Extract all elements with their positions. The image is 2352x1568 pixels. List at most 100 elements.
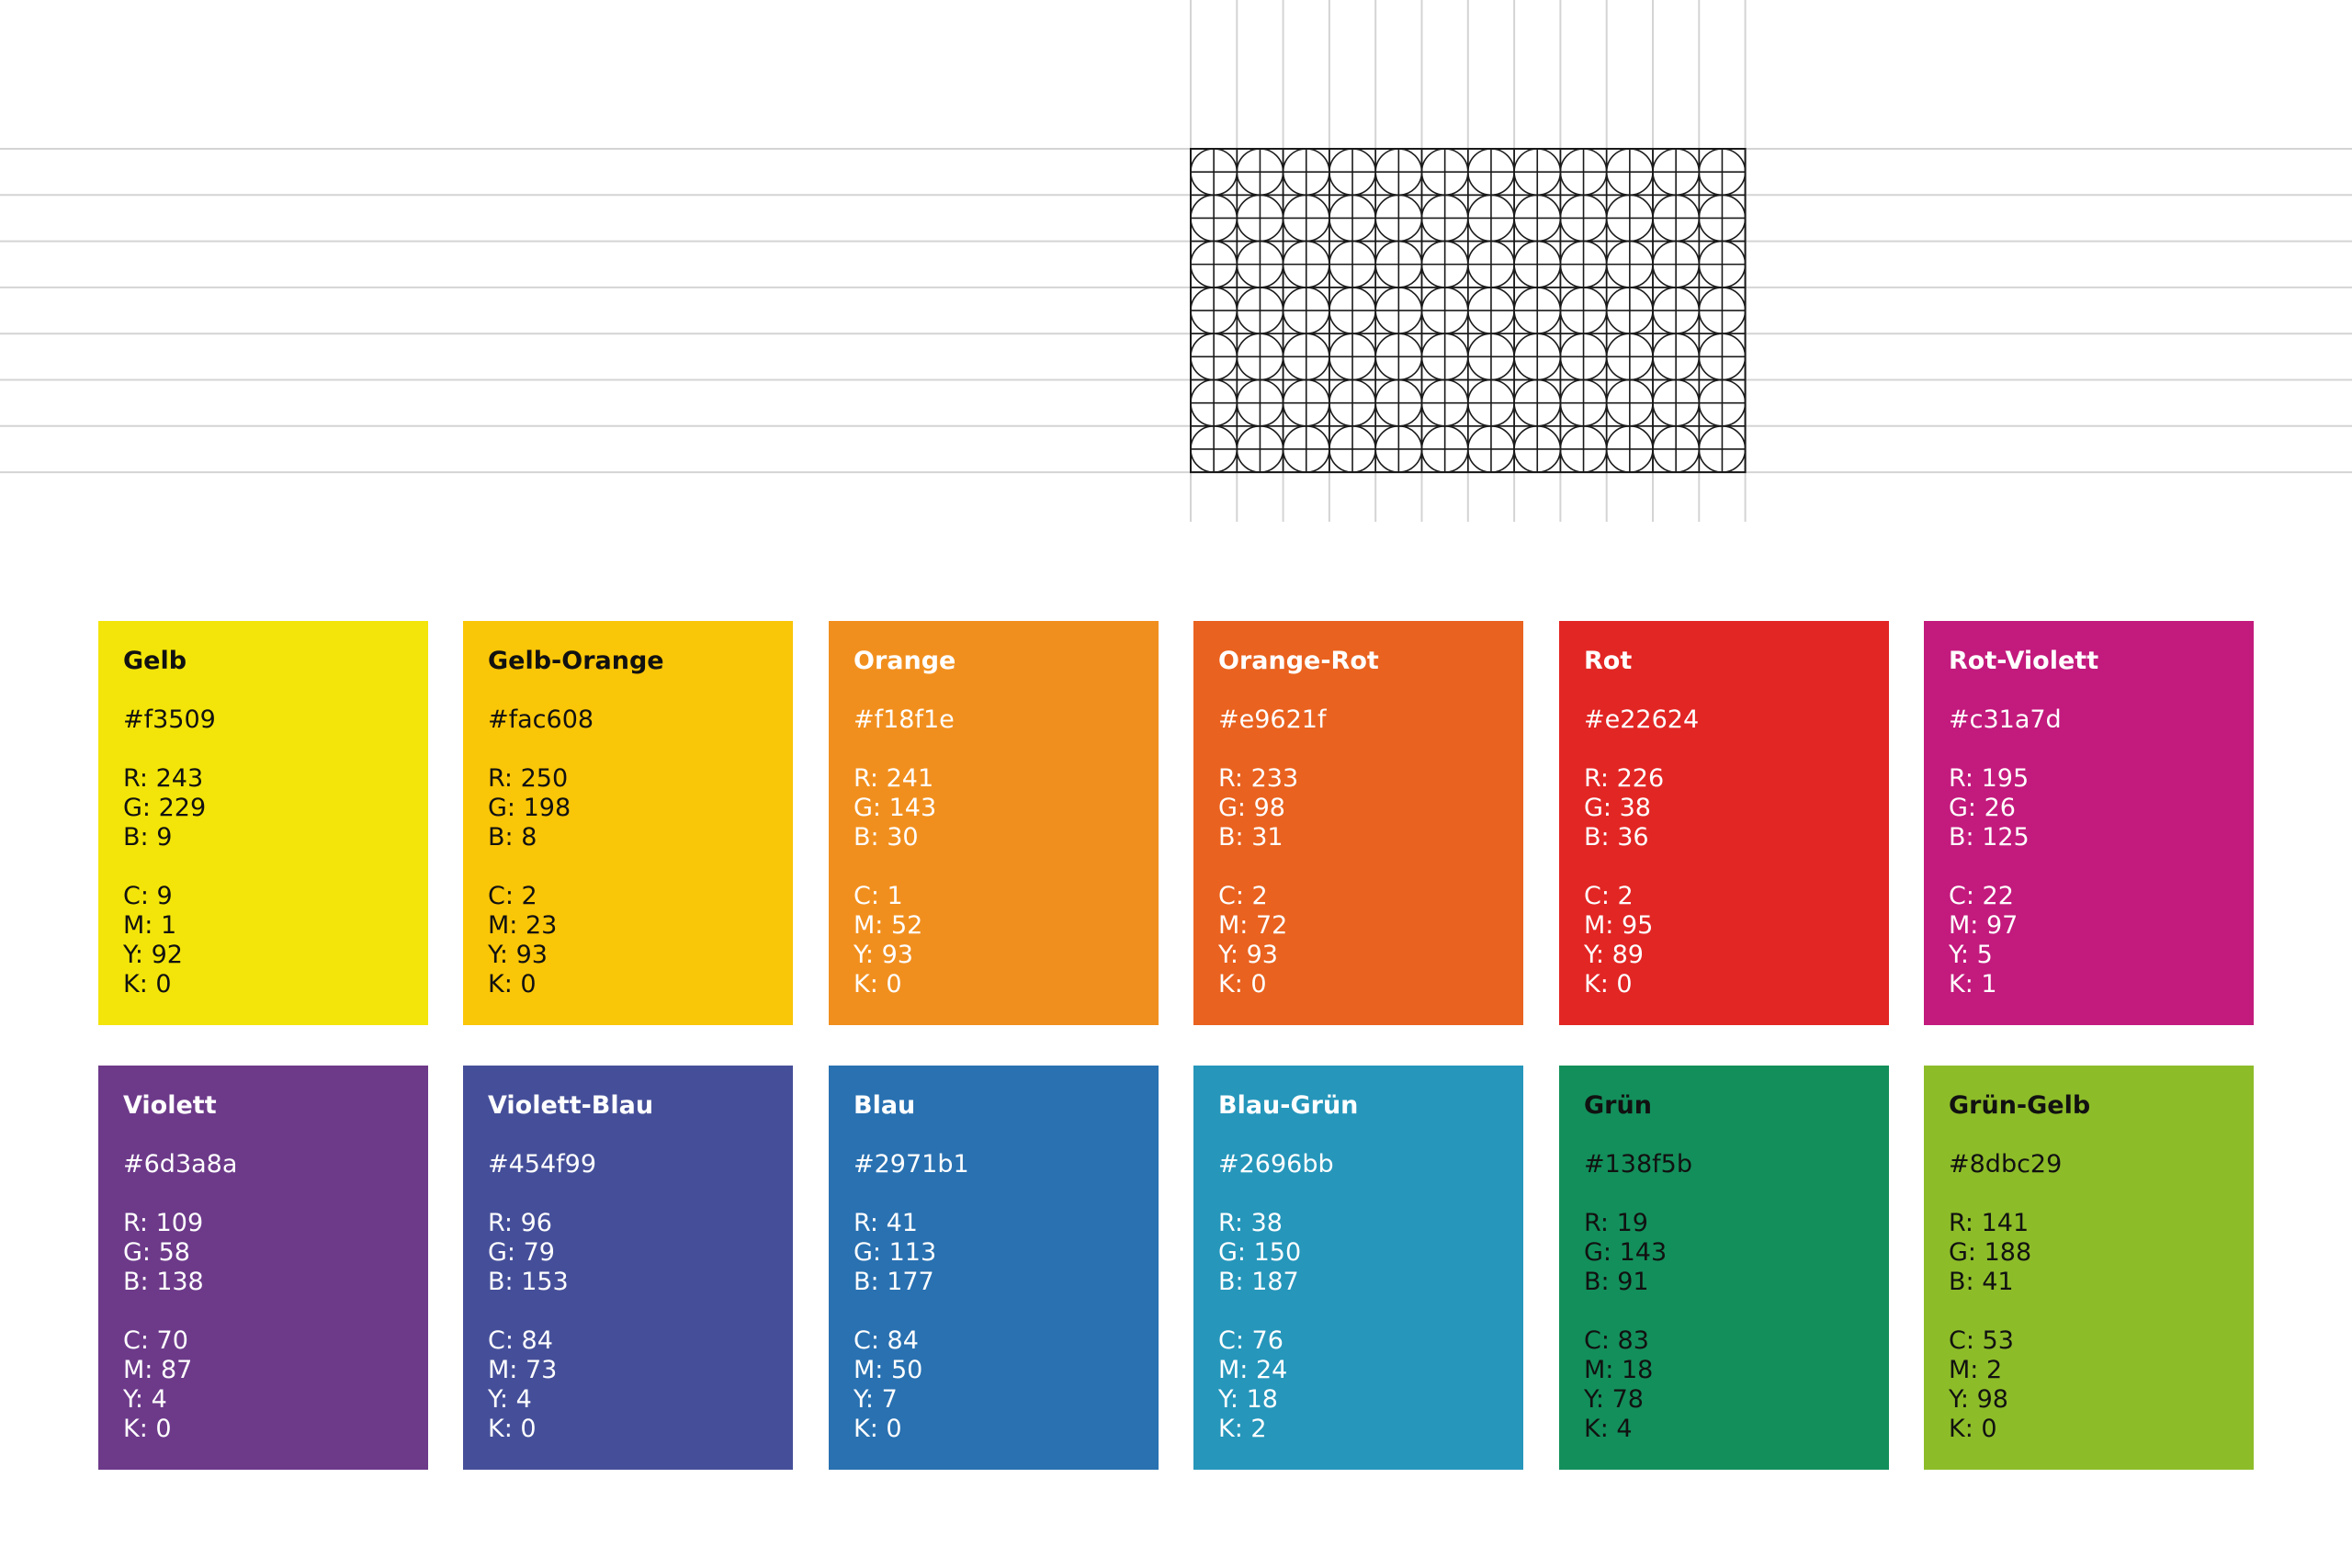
cmyk-m: M: 2 <box>1949 1356 2003 1384</box>
cmyk-m: M: 87 <box>123 1356 193 1384</box>
swatch-name: Grün <box>1584 1091 1652 1120</box>
rgb-g: G: 98 <box>1218 794 1285 822</box>
swatch-rgb: R: 241 G: 143 B: 30 <box>854 764 1159 852</box>
rgb-b: B: 30 <box>854 823 919 852</box>
pattern-cell <box>1466 424 1515 473</box>
rgb-g: G: 79 <box>488 1238 555 1267</box>
rgb-b: B: 125 <box>1949 823 2030 852</box>
pattern-cell <box>1236 424 1284 473</box>
swatch-rgb: R: 19 G: 143 B: 91 <box>1584 1209 1889 1297</box>
pattern-cell <box>1466 378 1515 427</box>
pattern-cell <box>1559 194 1608 243</box>
pattern-cell <box>1190 148 1238 197</box>
pattern-cell <box>1420 333 1469 381</box>
swatch-hex: #f18f1e <box>854 705 955 734</box>
cmyk-y: Y: 93 <box>488 941 548 969</box>
cmyk-m: M: 18 <box>1584 1356 1654 1384</box>
pattern-cell <box>1374 424 1423 473</box>
pattern-cell <box>1513 194 1562 243</box>
rgb-r: R: 226 <box>1584 764 1665 793</box>
color-swatch: Violett-Blau #454f99 R: 96 G: 79 B: 153 … <box>463 1066 793 1470</box>
cmyk-m: M: 24 <box>1218 1356 1288 1384</box>
rgb-g: G: 38 <box>1584 794 1651 822</box>
pattern-cell <box>1329 424 1377 473</box>
swatch-hex: #fac608 <box>488 705 594 734</box>
pattern-cell <box>1282 333 1330 381</box>
swatch-name: Grün-Gelb <box>1949 1091 2091 1120</box>
swatch-hex: #e9621f <box>1218 705 1327 734</box>
pattern-cell <box>1652 287 1701 334</box>
pattern-cell <box>1374 287 1423 334</box>
pattern-cell <box>1282 287 1330 334</box>
cmyk-c: C: 9 <box>123 882 173 910</box>
pattern-cell <box>1190 287 1238 334</box>
swatch-hex: #138f5b <box>1584 1150 1692 1179</box>
cmyk-c: C: 70 <box>123 1326 188 1355</box>
cmyk-k: K: 4 <box>1584 1415 1633 1443</box>
swatch-rgb: R: 243 G: 229 B: 9 <box>123 764 428 852</box>
swatch-hex: #e22624 <box>1584 705 1700 734</box>
cmyk-k: K: 0 <box>488 970 537 998</box>
swatch-cmyk: C: 53 M: 2 Y: 98 K: 0 <box>1949 1326 2254 1444</box>
pattern-cell <box>1329 333 1377 381</box>
swatch-cmyk: C: 84 M: 73 Y: 4 K: 0 <box>488 1326 793 1444</box>
rgb-g: G: 58 <box>123 1238 190 1267</box>
pattern-cell <box>1329 194 1377 243</box>
pattern-cell <box>1652 240 1701 288</box>
pattern-cell <box>1282 424 1330 473</box>
rgb-r: R: 233 <box>1218 764 1299 793</box>
rgb-g: G: 26 <box>1949 794 2016 822</box>
rgb-r: R: 141 <box>1949 1209 2030 1237</box>
pattern-cell <box>1698 240 1747 288</box>
rgb-r: R: 19 <box>1584 1209 1648 1237</box>
swatch-rgb: R: 250 G: 198 B: 8 <box>488 764 793 852</box>
color-swatch: Blau-Grün #2696bb R: 38 G: 150 B: 187 C:… <box>1193 1066 1523 1470</box>
pattern-cell <box>1466 148 1515 197</box>
color-swatch: Blau #2971b1 R: 41 G: 113 B: 177 C: 84 M… <box>829 1066 1159 1470</box>
cmyk-m: M: 97 <box>1949 911 2018 940</box>
color-swatch: Gelb #f3509 R: 243 G: 229 B: 9 C: 9 M: 1… <box>98 621 428 1025</box>
color-swatch: Grün-Gelb #8dbc29 R: 141 G: 188 B: 41 C:… <box>1924 1066 2254 1470</box>
swatch-rgb: R: 226 G: 38 B: 36 <box>1584 764 1889 852</box>
cmyk-y: Y: 98 <box>1949 1385 2008 1414</box>
pattern-cell <box>1466 333 1515 381</box>
cmyk-y: Y: 93 <box>1218 941 1278 969</box>
pattern-cell <box>1236 378 1284 427</box>
swatch-cmyk: C: 2 M: 23 Y: 93 K: 0 <box>488 882 793 999</box>
pattern-cell <box>1652 194 1701 243</box>
pattern-cell <box>1652 333 1701 381</box>
cmyk-k: K: 0 <box>1949 1415 1997 1443</box>
pattern-cell <box>1698 194 1747 243</box>
cmyk-y: Y: 4 <box>123 1385 167 1414</box>
pattern-cell <box>1329 378 1377 427</box>
swatch-name: Orange-Rot <box>1218 647 1379 675</box>
pattern-cell <box>1374 194 1423 243</box>
color-swatch: Rot #e22624 R: 226 G: 38 B: 36 C: 2 M: 9… <box>1559 621 1889 1025</box>
pattern-cell <box>1420 378 1469 427</box>
swatch-cmyk: C: 22 M: 97 Y: 5 K: 1 <box>1949 882 2254 999</box>
rgb-b: B: 41 <box>1949 1268 2014 1296</box>
pattern-cell <box>1513 378 1562 427</box>
cmyk-m: M: 72 <box>1218 911 1288 940</box>
swatch-name: Blau <box>854 1091 916 1120</box>
cmyk-y: Y: 5 <box>1949 941 1993 969</box>
pattern-cell <box>1698 333 1747 381</box>
cmyk-c: C: 84 <box>854 1326 919 1355</box>
pattern-cell <box>1559 287 1608 334</box>
swatch-hex: #6d3a8a <box>123 1150 238 1179</box>
cmyk-k: K: 0 <box>123 970 172 998</box>
swatch-name: Gelb <box>123 647 187 675</box>
color-swatch: Gelb-Orange #fac608 R: 250 G: 198 B: 8 C… <box>463 621 793 1025</box>
pattern-cell <box>1513 240 1562 288</box>
pattern-cell <box>1652 424 1701 473</box>
pattern-cell <box>1190 424 1238 473</box>
pattern-cell <box>1236 333 1284 381</box>
color-swatch: Orange-Rot #e9621f R: 233 G: 98 B: 31 C:… <box>1193 621 1523 1025</box>
cmyk-y: Y: 93 <box>854 941 913 969</box>
cmyk-k: K: 0 <box>488 1415 537 1443</box>
cmyk-c: C: 53 <box>1949 1326 2014 1355</box>
rgb-r: R: 241 <box>854 764 934 793</box>
pattern-cell <box>1605 240 1654 288</box>
rgb-r: R: 38 <box>1218 1209 1283 1237</box>
color-swatch: Rot-Violett #c31a7d R: 195 G: 26 B: 125 … <box>1924 621 2254 1025</box>
